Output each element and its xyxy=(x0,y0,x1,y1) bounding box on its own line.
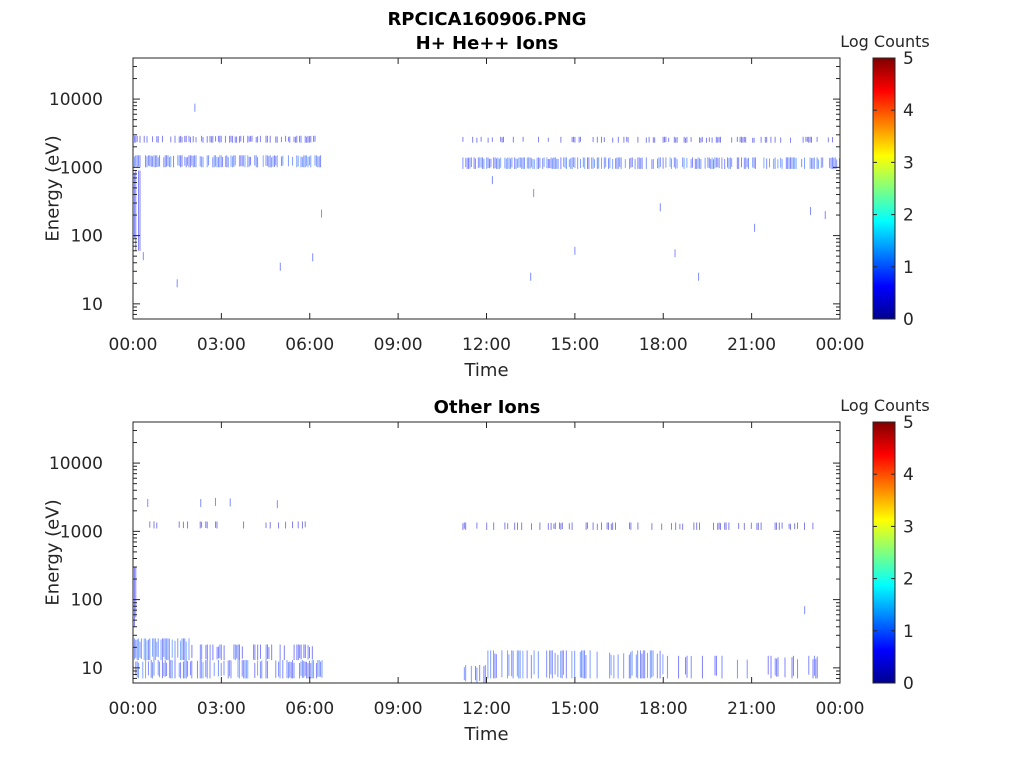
x-tick-label: 00:00 xyxy=(109,335,158,355)
x-tick-label: 18:00 xyxy=(639,699,688,719)
y-tick-label: 10 xyxy=(81,295,103,315)
figure-title: RPCICA160906.PNG xyxy=(387,9,586,30)
x-axis: 00:00 03:00 06:00 09:00 12:00 15:00 18:00 21:00… xyxy=(109,58,865,355)
spectrogram-data xyxy=(132,497,818,683)
y-axis-label: Energy (eV) xyxy=(42,499,63,605)
x-tick-label: 00:00 xyxy=(816,699,865,719)
panel-other-ions: Other Ions 00:00 03:00 06:00 09:00 12:00 15:0… xyxy=(42,396,929,745)
panel-h-he-ions: H+ He++ Ions 00:00 03:00 06:00 09:00 12:00 15… xyxy=(42,32,929,381)
colorbar-label: Log Counts xyxy=(840,396,930,415)
y-tick-label: 100 xyxy=(71,227,103,247)
panel-title: H+ He++ Ions xyxy=(416,33,559,54)
spectrogram-data xyxy=(132,103,840,288)
y-tick-label: 10000 xyxy=(49,454,103,474)
x-tick-label: 21:00 xyxy=(727,335,776,355)
colorbar-tick-label: 0 xyxy=(903,310,914,330)
panel-title: Other Ions xyxy=(434,397,541,418)
plot-frame xyxy=(132,57,841,320)
x-tick-label: 03:00 xyxy=(197,335,246,355)
y-axis-label: Energy (eV) xyxy=(42,135,63,241)
y-axis: 10 100 1000 10000 xyxy=(49,57,840,320)
x-tick-label: 12:00 xyxy=(462,699,511,719)
x-tick-label: 12:00 xyxy=(462,335,511,355)
colorbar-tick-label: 1 xyxy=(903,622,914,642)
colorbar-tick-label: 3 xyxy=(903,517,914,537)
colorbar-tick-label: 5 xyxy=(903,413,914,433)
colorbar-label: Log Counts xyxy=(840,32,930,51)
x-tick-label: 00:00 xyxy=(109,699,158,719)
x-tick-label: 09:00 xyxy=(374,699,423,719)
colorbar-tick-label: 4 xyxy=(903,101,914,121)
y-tick-label: 10 xyxy=(81,659,103,679)
plot-frame xyxy=(132,421,841,684)
x-tick-label: 15:00 xyxy=(550,699,599,719)
colorbar-gradient xyxy=(872,421,896,684)
x-tick-label: 09:00 xyxy=(374,335,423,355)
colorbar-tick-label: 2 xyxy=(903,206,914,226)
x-tick-label: 21:00 xyxy=(727,699,776,719)
colorbar-tick-label: 1 xyxy=(903,258,914,278)
colorbar-ticks: 0 1 2 3 4 5 xyxy=(873,413,914,694)
x-tick-label: 03:00 xyxy=(197,699,246,719)
x-tick-label: 06:00 xyxy=(285,699,334,719)
x-tick-label: 15:00 xyxy=(550,335,599,355)
colorbar: Log Counts 0 1 2 3 4 5 xyxy=(840,396,930,694)
x-tick-label: 06:00 xyxy=(285,335,334,355)
colorbar-tick-label: 3 xyxy=(903,153,914,173)
y-tick-label: 10000 xyxy=(49,90,103,110)
colorbar-tick-label: 0 xyxy=(903,674,914,694)
colorbar-tick-label: 2 xyxy=(903,570,914,590)
colorbar: Log Counts 0 1 2 3 4 5 xyxy=(840,32,930,330)
x-tick-label: 00:00 xyxy=(816,335,865,355)
x-tick-label: 18:00 xyxy=(639,335,688,355)
x-axis: 00:00 03:00 06:00 09:00 12:00 15:00 18:00 21:00… xyxy=(109,422,865,719)
x-axis-label: Time xyxy=(463,724,508,745)
y-tick-label: 1000 xyxy=(60,522,103,542)
colorbar-ticks: 0 1 2 3 4 5 xyxy=(873,49,914,330)
y-axis: 10 100 1000 10000 xyxy=(49,421,840,684)
y-tick-label: 100 xyxy=(71,591,103,611)
y-tick-label: 1000 xyxy=(60,158,103,178)
colorbar-gradient xyxy=(872,57,896,320)
colorbar-tick-label: 5 xyxy=(903,49,914,69)
x-axis-label: Time xyxy=(463,360,508,381)
colorbar-tick-label: 4 xyxy=(903,465,914,485)
